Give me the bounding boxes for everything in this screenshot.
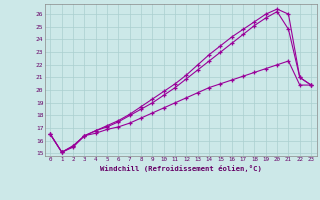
- X-axis label: Windchill (Refroidissement éolien,°C): Windchill (Refroidissement éolien,°C): [100, 165, 262, 172]
